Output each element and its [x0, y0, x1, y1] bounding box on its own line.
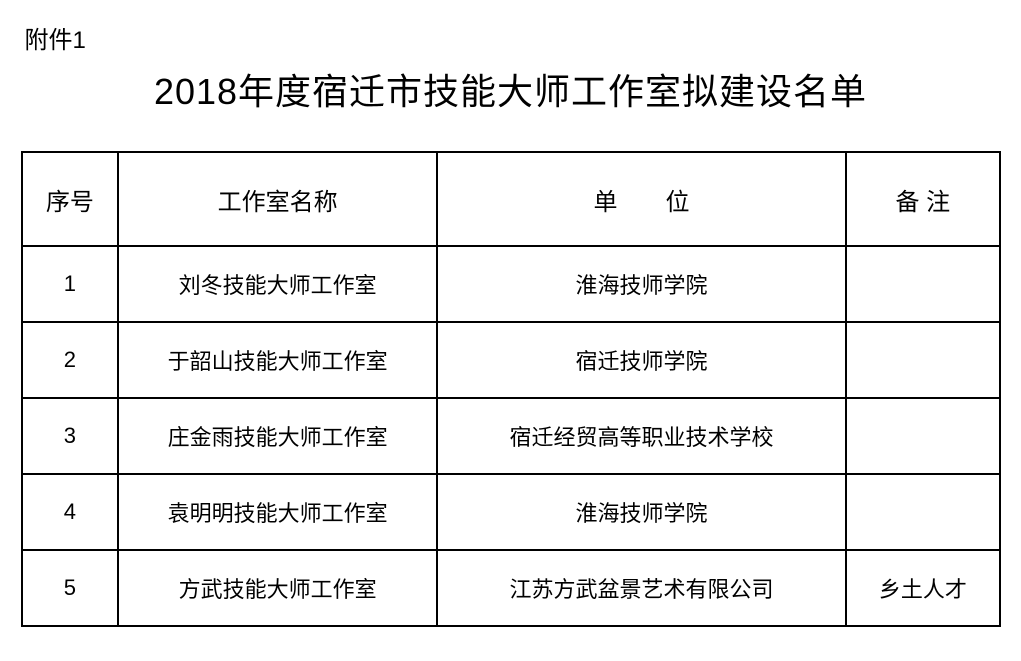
table-body: 1 刘冬技能大师工作室 淮海技师学院 2 于韶山技能大师工作室 宿迁技师学院 3…	[22, 246, 1000, 626]
cell-name: 方武技能大师工作室	[118, 550, 437, 626]
cell-seq: 2	[22, 322, 119, 398]
cell-name: 袁明明技能大师工作室	[118, 474, 437, 550]
table-row: 5 方武技能大师工作室 江苏方武盆景艺术有限公司 乡土人才	[22, 550, 1000, 626]
cell-unit: 淮海技师学院	[437, 246, 846, 322]
attachment-label: 附件1	[21, 20, 1001, 55]
table-row: 4 袁明明技能大师工作室 淮海技师学院	[22, 474, 1000, 550]
table-row: 1 刘冬技能大师工作室 淮海技师学院	[22, 246, 1000, 322]
header-note: 备 注	[846, 152, 999, 246]
cell-unit: 江苏方武盆景艺术有限公司	[437, 550, 846, 626]
cell-name: 于韶山技能大师工作室	[118, 322, 437, 398]
cell-unit: 宿迁技师学院	[437, 322, 846, 398]
header-seq: 序号	[22, 152, 119, 246]
table-row: 2 于韶山技能大师工作室 宿迁技师学院	[22, 322, 1000, 398]
cell-seq: 1	[22, 246, 119, 322]
cell-note	[846, 246, 999, 322]
cell-unit: 宿迁经贸高等职业技术学校	[437, 398, 846, 474]
cell-seq: 5	[22, 550, 119, 626]
cell-name: 刘冬技能大师工作室	[118, 246, 437, 322]
cell-note	[846, 398, 999, 474]
page-title: 2018年度宿迁市技能大师工作室拟建设名单	[21, 63, 1001, 115]
cell-seq: 3	[22, 398, 119, 474]
cell-note: 乡土人才	[846, 550, 999, 626]
table-header-row: 序号 工作室名称 单 位 备 注	[22, 152, 1000, 246]
header-unit: 单 位	[437, 152, 846, 246]
cell-note	[846, 322, 999, 398]
cell-unit: 淮海技师学院	[437, 474, 846, 550]
header-name: 工作室名称	[118, 152, 437, 246]
cell-seq: 4	[22, 474, 119, 550]
cell-name: 庄金雨技能大师工作室	[118, 398, 437, 474]
cell-note	[846, 474, 999, 550]
table-row: 3 庄金雨技能大师工作室 宿迁经贸高等职业技术学校	[22, 398, 1000, 474]
masters-table: 序号 工作室名称 单 位 备 注 1 刘冬技能大师工作室 淮海技师学院 2 于韶…	[21, 151, 1001, 627]
document-page: 附件1 2018年度宿迁市技能大师工作室拟建设名单 序号 工作室名称 单 位 备…	[21, 20, 1001, 627]
